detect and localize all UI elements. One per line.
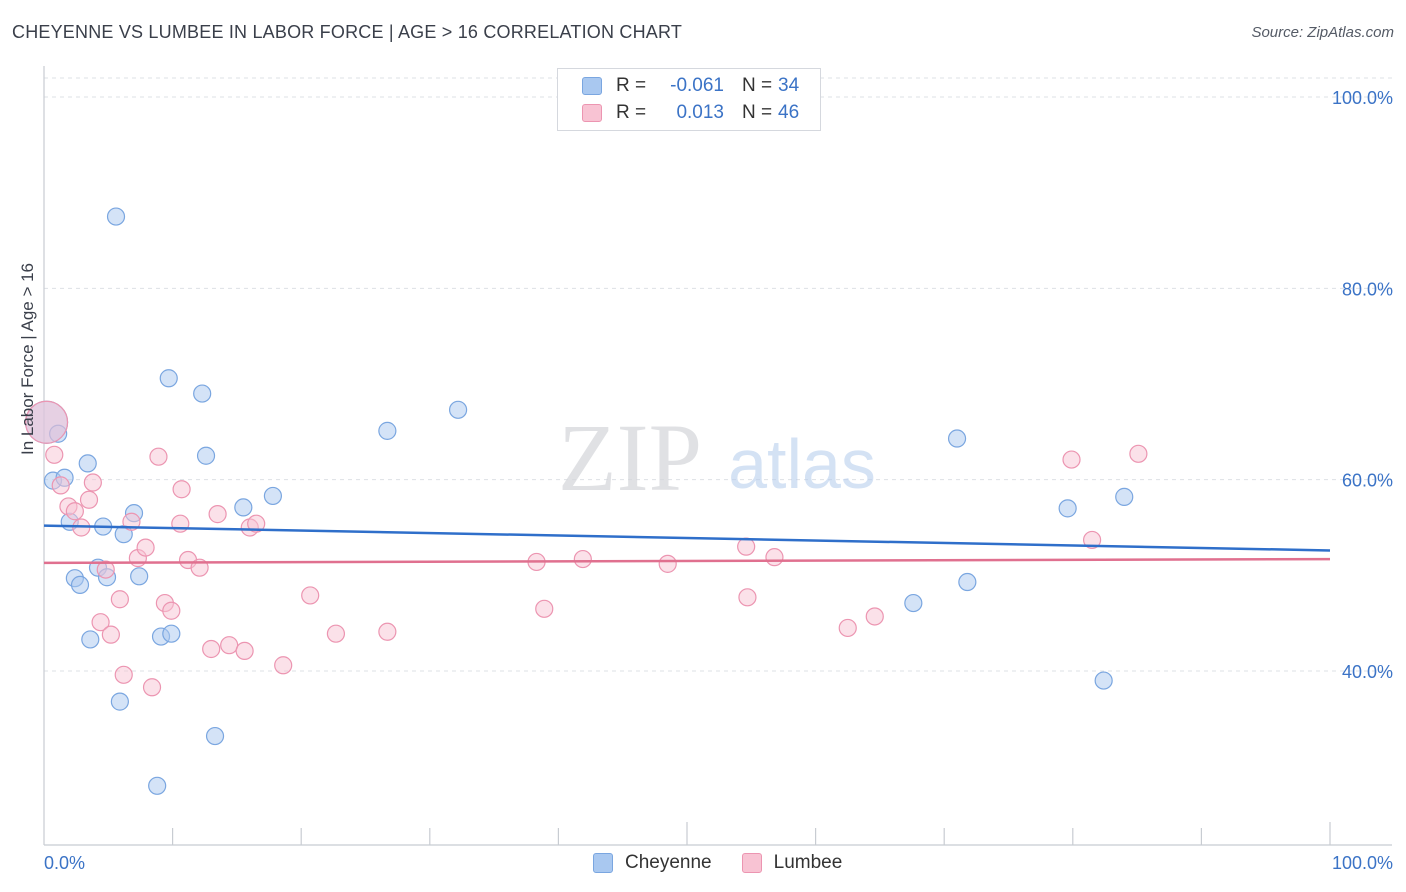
lumbee-point: [142, 678, 162, 697]
cheyenne-point: [234, 498, 253, 517]
r-value: 0.013: [676, 102, 724, 123]
legend-label: Lumbee: [773, 852, 843, 873]
lumbee-point: [45, 445, 64, 464]
x-tick-label: 100.0%: [1332, 853, 1393, 873]
chart-title: CHEYENNE VS LUMBEE IN LABOR FORCE | AGE …: [12, 22, 683, 42]
cheyenne-point: [81, 630, 100, 649]
lumbee-point: [247, 514, 266, 533]
lumbee-point: [202, 639, 221, 659]
y-axis-label: In Labor Force | Age > 16: [18, 262, 37, 455]
lumbee-point: [96, 560, 115, 579]
lumbee-point: [1082, 530, 1102, 550]
gridlines: [44, 77, 1392, 672]
cheyenne-point: [110, 692, 129, 711]
lumbee-point: [136, 538, 155, 557]
lumbee-point: [172, 480, 191, 499]
lumbee-point: [838, 618, 857, 638]
cheyenne-point: [958, 572, 977, 592]
watermark: ZIP atlas: [558, 404, 876, 511]
lumbee-point: [83, 473, 102, 492]
cheyenne-point: [78, 454, 97, 473]
cheyenne-point: [263, 486, 283, 506]
cheyenne-point: [904, 593, 923, 613]
n-label: N =: [742, 102, 773, 123]
y-tick-label: 60.0%: [1342, 471, 1393, 491]
axes: [43, 66, 1392, 846]
y-tick-label: 40.0%: [1342, 662, 1393, 682]
cheyenne-point: [162, 624, 181, 643]
lumbee-point: [235, 641, 254, 661]
y-tick-label: 80.0%: [1342, 279, 1393, 299]
lumbee-point: [378, 622, 397, 641]
lumbee-point: [865, 607, 884, 626]
lumbee-point: [51, 476, 70, 495]
cheyenne-point: [1115, 487, 1134, 506]
lumbee-point: [737, 537, 756, 556]
lumbee-point: [114, 665, 133, 684]
cheyenne-point: [947, 429, 967, 448]
cheyenne-trend-line: [43, 524, 1331, 552]
n-label: N =: [742, 75, 773, 96]
cheyenne-point: [196, 446, 216, 465]
cheyenne-swatch: [582, 77, 602, 95]
source-credit: Source: ZipAtlas.com: [1251, 24, 1394, 41]
legend-row-cheyenne: R = -0.061 N = 34: [582, 73, 799, 99]
trend-lines: [43, 524, 1331, 565]
cheyenne-point: [193, 384, 212, 403]
n-value: 46: [778, 102, 800, 123]
cheyenne-point: [1058, 499, 1077, 518]
lumbee-point: [149, 447, 168, 466]
lumbee-point: [738, 588, 757, 607]
lumbee-swatch: [741, 853, 762, 873]
series-legend: Cheyenne Lumbee: [593, 852, 872, 874]
lumbee-point: [65, 502, 84, 521]
legend-label: Cheyenne: [625, 852, 712, 873]
cheyenne-point: [106, 207, 126, 226]
lumbee-point: [535, 599, 554, 618]
y-tick-labels: 40.0% 60.0% 80.0% 100.0%: [1332, 88, 1393, 682]
cheyenne-point: [130, 567, 149, 586]
lumbee-swatch: [582, 104, 602, 122]
watermark-zip: ZIP: [558, 404, 702, 511]
watermark-atlas: atlas: [728, 425, 876, 503]
lumbee-point: [765, 548, 784, 567]
cheyenne-point: [159, 369, 178, 388]
cheyenne-point: [205, 726, 225, 746]
lumbee-point: [573, 549, 592, 569]
legend-item-cheyenne[interactable]: Cheyenne: [593, 852, 712, 874]
lumbee-point: [110, 590, 129, 609]
lumbee-point: [101, 625, 120, 644]
cheyenne-point: [448, 400, 468, 419]
r-label: R =: [616, 75, 647, 96]
legend-item-lumbee[interactable]: Lumbee: [741, 852, 843, 874]
lumbee-point: [658, 554, 677, 573]
cheyenne-point: [148, 776, 167, 795]
lumbee-point: [208, 505, 227, 524]
lumbee-point: [1129, 444, 1148, 463]
n-value: 34: [778, 75, 800, 96]
lumbee-point: [274, 656, 293, 675]
correlation-legend: R = -0.061 N = 34 R = 0.013 N = 46: [557, 68, 821, 131]
x-tick-labels: 0.0% 100.0%: [44, 853, 1393, 873]
x-tick-label: 0.0%: [44, 853, 85, 873]
lumbee-trend-line: [43, 557, 1331, 565]
lumbee-point: [171, 514, 190, 533]
lumbee-point: [326, 624, 346, 643]
r-label: R =: [616, 102, 647, 123]
lumbee-point: [1062, 450, 1081, 469]
legend-row-lumbee: R = 0.013 N = 46: [582, 100, 799, 126]
r-value: -0.061: [670, 75, 724, 96]
cheyenne-point: [1094, 671, 1113, 690]
cheyenne-point: [70, 575, 90, 595]
cheyenne-point: [378, 421, 397, 440]
cheyenne-swatch: [593, 853, 613, 873]
lumbee-point: [301, 586, 320, 605]
lumbee-point: [220, 636, 239, 655]
lumbee-point: [162, 601, 181, 620]
lumbee-point: [24, 400, 69, 444]
lumbee-point: [79, 490, 99, 509]
y-tick-label: 100.0%: [1332, 88, 1393, 108]
lumbee-point: [91, 613, 110, 632]
